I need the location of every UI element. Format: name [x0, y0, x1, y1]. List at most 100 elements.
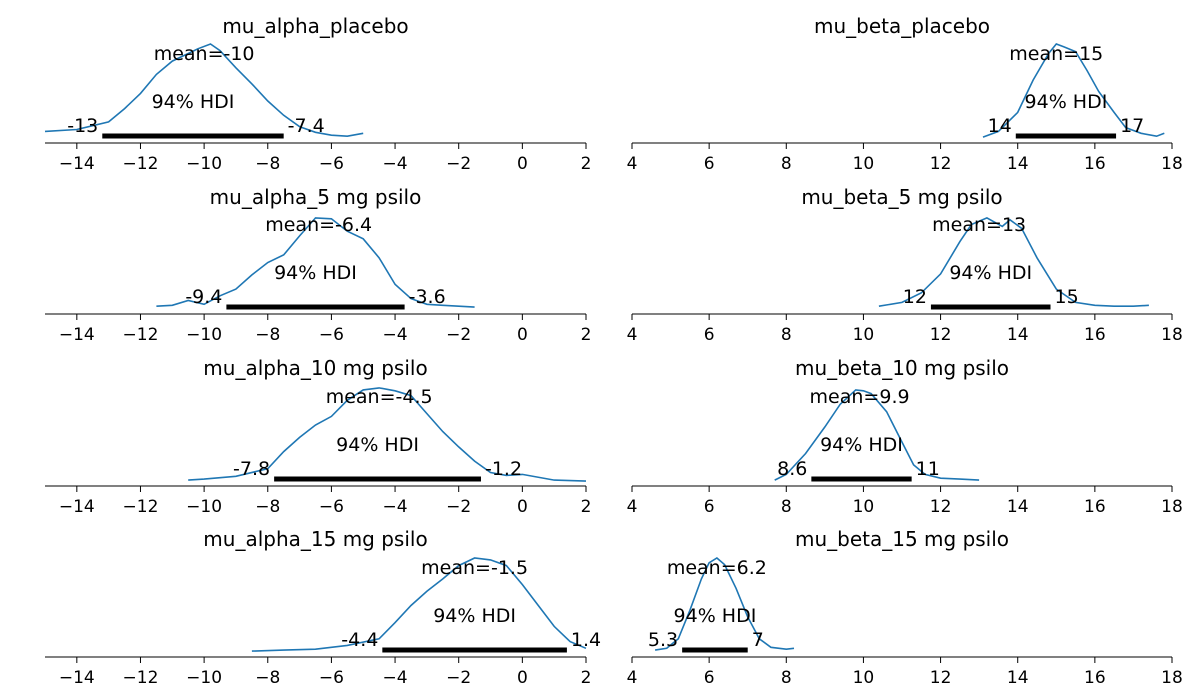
x-tick-label: 8 [781, 325, 792, 345]
x-tick-label: 12 [930, 154, 952, 174]
x-tick-label: −2 [446, 154, 471, 174]
mean-label: mean=9.9 [810, 386, 910, 408]
density-curve [156, 217, 475, 308]
panel-title: mu_beta_5 mg psilo [801, 185, 1002, 209]
x-tick-label: 4 [627, 154, 638, 174]
density-curve [44, 43, 364, 138]
x-tick-label: 10 [853, 325, 875, 345]
x-tick-label: 6 [704, 668, 715, 688]
x-tick-label: −8 [255, 668, 280, 688]
x-tick-label: −10 [186, 154, 222, 174]
x-tick-label: −8 [255, 325, 280, 345]
hdi-text-label: 94% HDI [1025, 91, 1108, 113]
x-tick-label: 0 [517, 325, 528, 345]
x-tick-label: −6 [319, 668, 344, 688]
hdi-lower-label: 12 [903, 286, 927, 308]
x-tick-label: −12 [123, 154, 159, 174]
x-tick-label: −14 [59, 668, 95, 688]
x-tick-label: 0 [517, 154, 528, 174]
x-tick-label: 4 [627, 668, 638, 688]
x-tick-label: −8 [255, 154, 280, 174]
posterior-panel: mu_beta_10 mg psilo 4 6 8 10 12 14 16 18 8.6 11 94%… [627, 356, 1183, 517]
x-tick-label: −12 [123, 668, 159, 688]
hdi-lower-label: -4.4 [341, 629, 378, 651]
panel-title: mu_alpha_5 mg psilo [210, 185, 422, 209]
hdi-upper-label: 11 [916, 458, 940, 480]
x-tick-label: 0 [517, 668, 528, 688]
x-tick-label: −6 [319, 325, 344, 345]
hdi-upper-label: 17 [1120, 115, 1144, 137]
hdi-upper-label: -3.6 [409, 286, 446, 308]
x-tick-label: 16 [1084, 668, 1106, 688]
x-tick-label: 2 [581, 668, 592, 688]
x-tick-label: 2 [581, 325, 592, 345]
density-curve [878, 217, 1149, 307]
x-tick-label: −14 [59, 497, 95, 517]
x-tick-label: 14 [1007, 668, 1029, 688]
x-tick-label: 2 [581, 154, 592, 174]
x-tick-label: −14 [59, 325, 95, 345]
x-tick-label: 2 [581, 497, 592, 517]
hdi-upper-label: 15 [1055, 286, 1079, 308]
mean-label: mean=-6.4 [265, 214, 372, 236]
panel-title: mu_alpha_10 mg psilo [203, 356, 427, 380]
hdi-upper-label: 7 [752, 629, 764, 651]
panel-title: mu_alpha_15 mg psilo [203, 527, 427, 551]
density-curve [188, 387, 587, 482]
panel-title: mu_beta_10 mg psilo [795, 356, 1009, 380]
hdi-text-label: 94% HDI [274, 262, 357, 284]
posterior-panel: mu_alpha_placebo −14 −12 −10 −8 −6 −4 −2 0 2 -13 -7… [44, 14, 592, 174]
mean-label: mean=-10 [154, 43, 255, 65]
x-tick-label: −10 [186, 497, 222, 517]
x-tick-label: 8 [781, 154, 792, 174]
x-tick-label: 6 [704, 497, 715, 517]
x-tick-label: −6 [319, 497, 344, 517]
x-tick-label: 8 [781, 668, 792, 688]
density-curve [251, 557, 587, 652]
x-tick-label: 10 [853, 154, 875, 174]
hdi-lower-label: 5.3 [648, 629, 678, 651]
x-tick-label: 6 [704, 154, 715, 174]
mean-label: mean=13 [932, 214, 1026, 236]
x-tick-label: 18 [1161, 497, 1183, 517]
x-tick-label: −2 [446, 668, 471, 688]
x-tick-label: 18 [1161, 154, 1183, 174]
x-tick-label: 4 [627, 497, 638, 517]
x-tick-label: 10 [853, 668, 875, 688]
x-tick-label: 14 [1007, 325, 1029, 345]
panel-title: mu_beta_15 mg psilo [795, 527, 1009, 551]
x-tick-label: 18 [1161, 325, 1183, 345]
x-tick-label: −14 [59, 154, 95, 174]
mean-label: mean=15 [1009, 43, 1103, 65]
density-curve [982, 43, 1165, 138]
x-tick-label: 16 [1084, 497, 1106, 517]
mean-label: mean=-1.5 [421, 557, 528, 579]
hdi-lower-label: -13 [67, 115, 98, 137]
x-tick-label: 14 [1007, 154, 1029, 174]
x-tick-label: −12 [123, 497, 159, 517]
x-tick-label: 16 [1084, 154, 1106, 174]
x-tick-label: −4 [383, 668, 408, 688]
posterior-panel: mu_alpha_15 mg psilo −14 −12 −10 −8 −6 −4 −2 0 2 -… [45, 527, 601, 688]
x-tick-label: −8 [255, 497, 280, 517]
hdi-lower-label: 14 [988, 115, 1012, 137]
x-tick-label: −4 [383, 154, 408, 174]
mean-label: mean=-4.5 [326, 386, 433, 408]
posterior-panel: mu_beta_5 mg psilo 4 6 8 10 12 14 16 18 12 15 94% H… [627, 185, 1183, 345]
panel-title: mu_beta_placebo [814, 14, 990, 38]
density-curve [774, 389, 980, 481]
x-tick-label: −2 [446, 497, 471, 517]
mean-label: mean=6.2 [667, 557, 767, 579]
x-tick-label: −4 [383, 497, 408, 517]
x-tick-label: 4 [627, 325, 638, 345]
hdi-text-label: 94% HDI [674, 605, 757, 627]
posterior-panel: mu_beta_15 mg psilo 4 6 8 10 12 14 16 18 5.3 794% … [627, 527, 1183, 688]
posterior-panel: mu_beta_placebo 4 6 8 10 12 14 16 18 14 17 94% HDI m… [627, 14, 1183, 174]
x-tick-label: −6 [319, 154, 344, 174]
posterior-panel: mu_alpha_10 mg psilo −14 −12 −10 −8 −6 −4 −2 0 2 -… [45, 356, 591, 517]
x-tick-label: 12 [930, 325, 952, 345]
x-tick-label: −10 [186, 668, 222, 688]
hdi-lower-label: -9.4 [185, 286, 222, 308]
x-tick-label: −12 [123, 325, 159, 345]
x-tick-label: 12 [930, 497, 952, 517]
